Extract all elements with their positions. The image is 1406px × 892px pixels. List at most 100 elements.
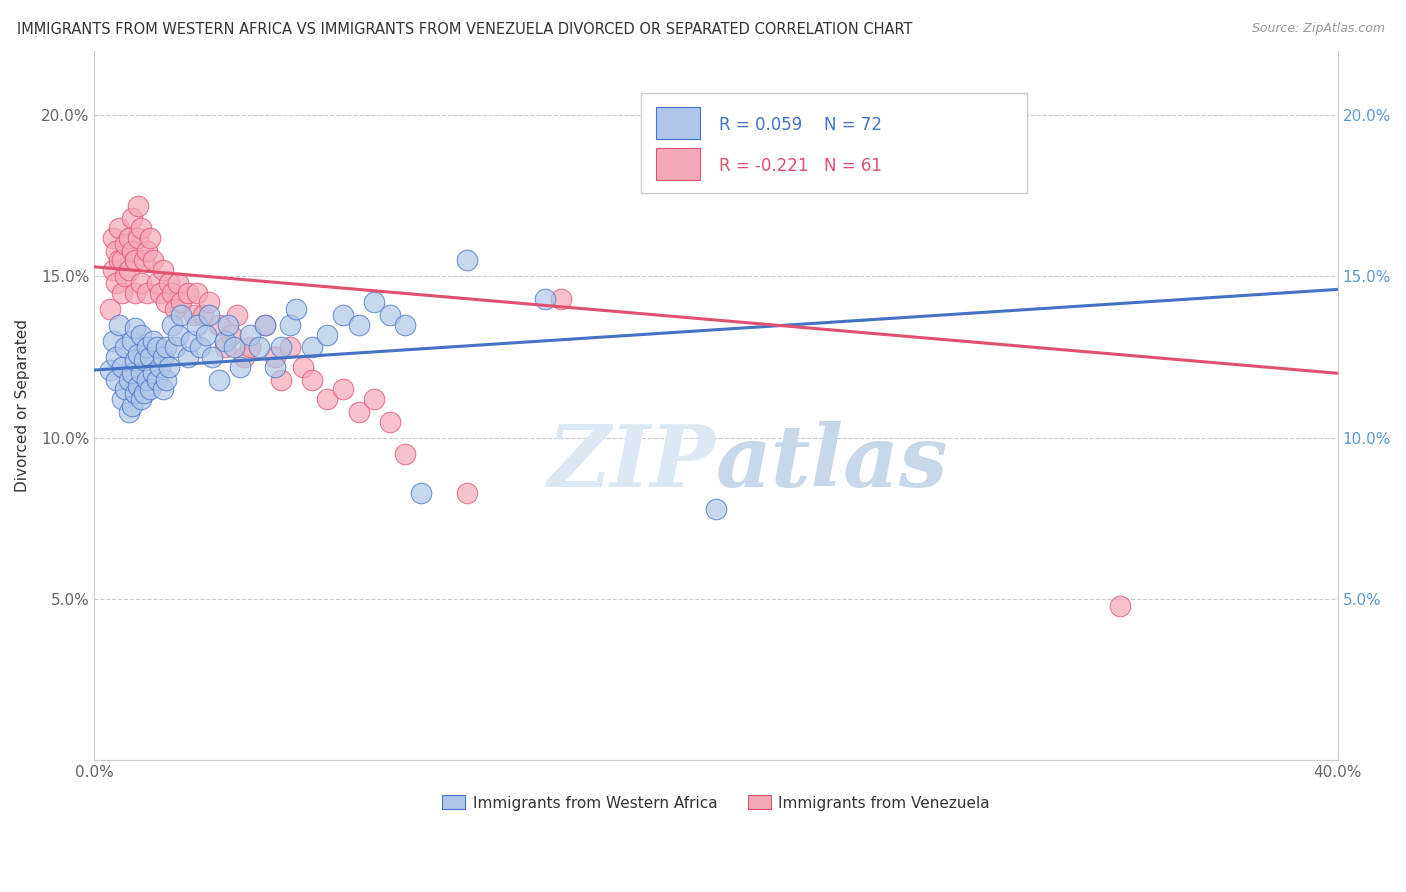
Point [332, 383, 354, 397]
Point [111, 253, 134, 268]
Point [101, 231, 124, 245]
Point [121, 399, 143, 413]
Text: atlas: atlas [716, 420, 949, 504]
Point [121, 244, 143, 258]
Point [101, 263, 124, 277]
Point [198, 308, 221, 322]
Point [254, 318, 277, 332]
Point [142, 253, 165, 268]
Text: N = 61: N = 61 [824, 157, 882, 175]
Point [105, 350, 128, 364]
Point [157, 276, 180, 290]
Point [167, 276, 190, 290]
Point [278, 318, 301, 332]
Text: N = 72: N = 72 [824, 116, 882, 134]
Point [98, 363, 121, 377]
Point [278, 341, 301, 355]
Point [142, 334, 165, 348]
Point [149, 285, 172, 300]
Point [165, 341, 187, 355]
Point [347, 405, 370, 419]
Text: R = -0.221: R = -0.221 [718, 157, 808, 175]
Point [201, 350, 224, 364]
Point [301, 373, 323, 387]
Point [114, 341, 136, 355]
Point [132, 385, 155, 400]
Point [208, 373, 231, 387]
Point [332, 308, 354, 322]
Point [195, 327, 218, 342]
Point [217, 318, 239, 332]
Point [198, 295, 221, 310]
Point [127, 379, 149, 393]
Text: ZIP: ZIP [548, 420, 716, 504]
Point [229, 359, 252, 374]
Point [157, 359, 180, 374]
Point [160, 318, 183, 332]
Point [114, 269, 136, 284]
Point [301, 341, 323, 355]
Point [167, 327, 190, 342]
Point [285, 301, 308, 316]
Point [142, 366, 165, 380]
Point [183, 308, 205, 322]
Point [378, 308, 401, 322]
Point [155, 341, 177, 355]
Point [136, 373, 159, 387]
Point [263, 359, 285, 374]
Point [534, 292, 557, 306]
FancyBboxPatch shape [641, 94, 1026, 193]
Point [152, 350, 174, 364]
Point [263, 350, 285, 364]
Point [394, 318, 416, 332]
Point [105, 373, 128, 387]
Point [139, 231, 162, 245]
Point [219, 327, 242, 342]
Point [124, 253, 146, 268]
Point [121, 334, 143, 348]
Point [394, 447, 416, 461]
Point [1109, 599, 1132, 613]
Point [129, 221, 152, 235]
Point [127, 347, 149, 361]
Point [188, 341, 211, 355]
Point [247, 341, 270, 355]
Point [456, 253, 478, 268]
Point [155, 295, 177, 310]
Point [291, 359, 314, 374]
Point [254, 318, 277, 332]
Point [270, 373, 292, 387]
Point [139, 350, 162, 364]
Point [117, 263, 139, 277]
FancyBboxPatch shape [657, 107, 700, 139]
Point [152, 263, 174, 277]
Point [101, 334, 124, 348]
Point [129, 327, 152, 342]
Point [170, 295, 193, 310]
Point [316, 327, 339, 342]
Point [108, 221, 131, 235]
Point [124, 285, 146, 300]
Point [132, 253, 155, 268]
Point [111, 392, 134, 406]
Point [456, 485, 478, 500]
Point [105, 244, 128, 258]
Point [239, 341, 262, 355]
Point [208, 318, 231, 332]
Point [180, 334, 202, 348]
Text: Source: ZipAtlas.com: Source: ZipAtlas.com [1251, 22, 1385, 36]
Point [136, 341, 159, 355]
Point [124, 385, 146, 400]
Point [129, 276, 152, 290]
Point [160, 285, 183, 300]
Point [121, 366, 143, 380]
Point [170, 308, 193, 322]
Point [114, 237, 136, 252]
Point [152, 383, 174, 397]
Point [108, 318, 131, 332]
Point [363, 295, 385, 310]
Point [111, 285, 134, 300]
Point [145, 373, 167, 387]
Point [316, 392, 339, 406]
Point [124, 353, 146, 368]
